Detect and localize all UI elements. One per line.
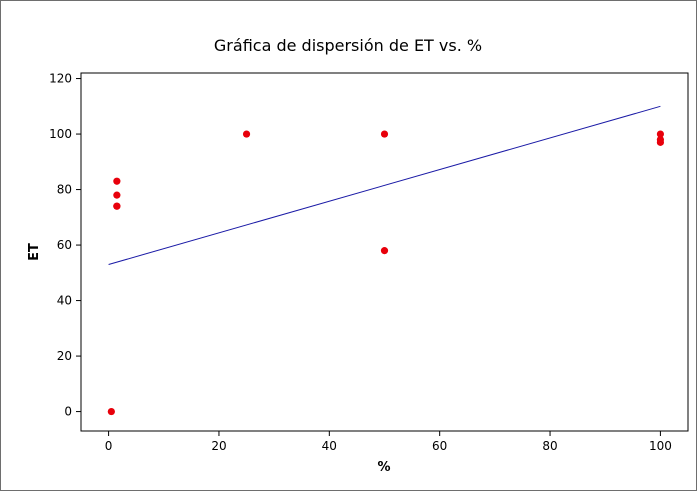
data-point bbox=[242, 130, 251, 138]
x-axis-label: % bbox=[377, 460, 390, 475]
data-point bbox=[656, 138, 665, 146]
y-tick-label: 80 bbox=[57, 183, 72, 197]
x-tick-label: 80 bbox=[542, 439, 557, 453]
data-point bbox=[113, 191, 121, 199]
x-tick-label: 0 bbox=[105, 439, 113, 453]
y-tick-label: 40 bbox=[57, 294, 72, 308]
y-axis-label: ET bbox=[27, 243, 42, 261]
y-tick-label: 0 bbox=[64, 405, 72, 419]
data-points bbox=[107, 130, 665, 416]
data-point bbox=[380, 130, 389, 138]
y-tick-label: 60 bbox=[57, 238, 72, 252]
data-point bbox=[113, 177, 121, 185]
data-point bbox=[380, 247, 389, 255]
x-axis: 0 20 40 60 80 100 bbox=[105, 431, 672, 453]
y-tick-label: 100 bbox=[49, 127, 72, 141]
x-tick-label: 20 bbox=[211, 439, 226, 453]
y-tick-label: 120 bbox=[49, 72, 72, 86]
data-point bbox=[113, 202, 121, 210]
x-tick-label: 60 bbox=[432, 439, 447, 453]
data-point bbox=[107, 407, 115, 416]
chart-title: Gráfica de dispersión de ET vs. % bbox=[214, 36, 482, 55]
regression-line-group bbox=[108, 105, 661, 265]
x-tick-label: 40 bbox=[322, 439, 337, 453]
regression-line bbox=[108, 105, 661, 265]
y-tick-label: 20 bbox=[57, 349, 72, 363]
data-point bbox=[656, 130, 665, 138]
x-tick-label: 100 bbox=[649, 439, 672, 453]
y-axis: 0 20 40 60 80 100 120 bbox=[49, 72, 81, 419]
